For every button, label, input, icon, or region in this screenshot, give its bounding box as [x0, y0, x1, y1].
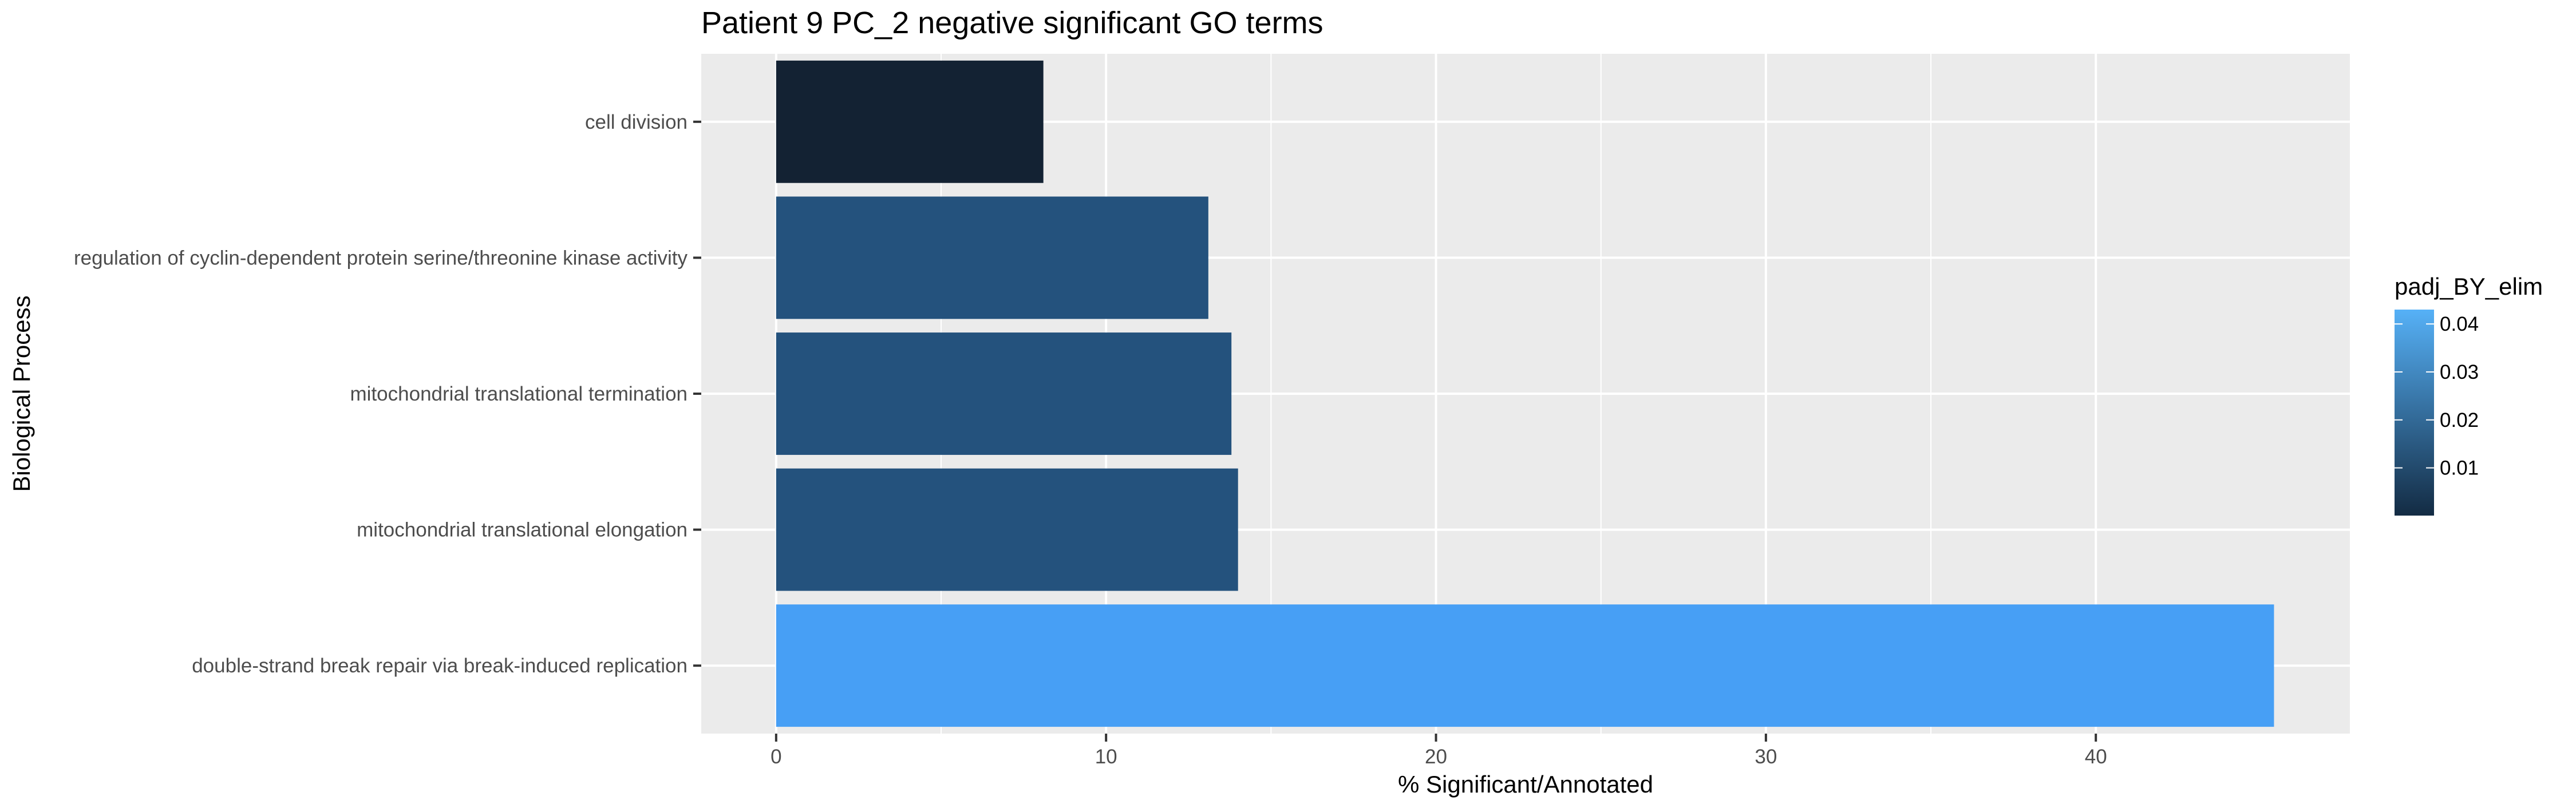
x-tick-label: 20: [1425, 746, 1447, 768]
x-tick-label: 10: [1095, 746, 1117, 768]
x-axis-title: % Significant/Annotated: [1398, 771, 1653, 798]
legend-tick-label: 0.02: [2440, 409, 2479, 431]
bar: [776, 604, 2274, 727]
legend-title: padj_BY_elim: [2395, 273, 2543, 300]
y-tick-label: regulation of cyclin-dependent protein s…: [74, 247, 688, 269]
y-axis-title: Biological Process: [8, 295, 35, 492]
bar: [776, 468, 1238, 591]
color-legend: padj_BY_elim 0.01 0.02 0.03 0.04: [2395, 273, 2543, 516]
y-axis: cell division regulation of cyclin-depend…: [74, 111, 701, 677]
y-tick-label: mitochondrial translational elongation: [357, 519, 688, 541]
x-tick-label: 40: [2085, 746, 2107, 768]
y-tick-label: mitochondrial translational termination: [350, 383, 688, 405]
y-tick-label: double-strand break repair via break-ind…: [192, 655, 688, 677]
x-axis: 0 10 20 30 40: [771, 734, 2107, 768]
y-tick-label: cell division: [585, 111, 688, 133]
legend-tick-label: 0.03: [2440, 361, 2479, 383]
bars: [776, 60, 2274, 727]
legend-ticks: 0.01 0.02 0.03 0.04: [2395, 313, 2479, 480]
legend-tick-label: 0.04: [2440, 313, 2479, 335]
x-tick-label: 0: [771, 746, 781, 768]
x-tick-label: 30: [1755, 746, 1777, 768]
bar: [776, 196, 1208, 319]
legend-colorbar: [2395, 310, 2434, 516]
bar: [776, 60, 1044, 183]
legend-tick-label: 0.01: [2440, 457, 2479, 480]
chart-title: Patient 9 PC_2 negative significant GO t…: [701, 6, 1323, 40]
bar: [776, 332, 1232, 455]
